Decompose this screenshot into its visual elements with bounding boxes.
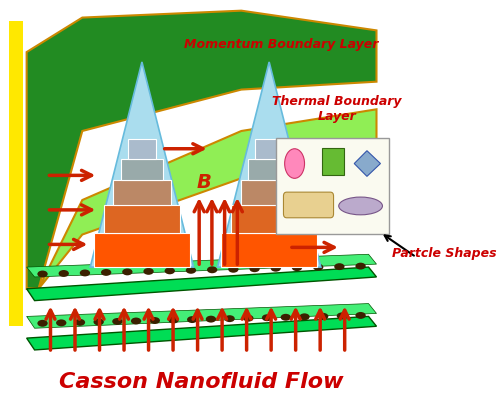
Ellipse shape (187, 316, 198, 323)
Polygon shape (114, 180, 170, 205)
Ellipse shape (336, 312, 347, 319)
Ellipse shape (228, 266, 238, 273)
Polygon shape (104, 205, 180, 233)
Ellipse shape (356, 312, 366, 319)
Ellipse shape (313, 264, 324, 271)
Ellipse shape (75, 319, 85, 326)
Ellipse shape (164, 267, 175, 274)
Ellipse shape (56, 320, 66, 326)
Ellipse shape (80, 269, 90, 276)
Ellipse shape (112, 318, 122, 325)
Polygon shape (26, 109, 376, 289)
FancyBboxPatch shape (276, 138, 389, 234)
Ellipse shape (38, 320, 48, 327)
Polygon shape (26, 267, 376, 301)
Ellipse shape (58, 270, 69, 277)
Text: Partcle Shapes: Partcle Shapes (392, 247, 497, 260)
Ellipse shape (300, 314, 310, 320)
Polygon shape (240, 180, 298, 205)
Ellipse shape (270, 265, 281, 271)
Polygon shape (26, 11, 376, 289)
Ellipse shape (101, 269, 112, 276)
Ellipse shape (292, 264, 302, 271)
Text: Casson Nanofluid Flow: Casson Nanofluid Flow (60, 372, 344, 392)
Polygon shape (354, 151, 380, 177)
Ellipse shape (38, 271, 48, 278)
Text: B: B (197, 173, 212, 192)
Polygon shape (26, 254, 376, 277)
Polygon shape (94, 233, 190, 267)
Ellipse shape (356, 263, 366, 269)
Bar (9, 21, 24, 326)
Polygon shape (90, 62, 194, 267)
Ellipse shape (250, 265, 260, 272)
Ellipse shape (280, 314, 291, 321)
Polygon shape (128, 139, 156, 159)
Ellipse shape (144, 268, 154, 275)
Ellipse shape (186, 267, 196, 274)
Ellipse shape (318, 313, 328, 320)
Ellipse shape (284, 149, 304, 178)
Ellipse shape (122, 268, 132, 276)
Ellipse shape (243, 315, 254, 322)
Ellipse shape (94, 318, 104, 325)
Polygon shape (248, 159, 290, 180)
Polygon shape (26, 303, 376, 328)
Polygon shape (218, 62, 321, 267)
Ellipse shape (224, 315, 235, 322)
Ellipse shape (334, 263, 344, 270)
FancyBboxPatch shape (322, 148, 344, 175)
Ellipse shape (131, 318, 141, 324)
Ellipse shape (262, 314, 272, 321)
Polygon shape (26, 316, 376, 350)
Ellipse shape (338, 197, 382, 215)
Text: Thermal Boundary
Layer: Thermal Boundary Layer (272, 95, 402, 123)
Polygon shape (122, 159, 162, 180)
Ellipse shape (150, 317, 160, 324)
Text: Momentum Boundary Layer: Momentum Boundary Layer (184, 38, 378, 50)
Polygon shape (255, 139, 283, 159)
Polygon shape (222, 233, 317, 267)
Ellipse shape (206, 316, 216, 322)
Polygon shape (232, 205, 307, 233)
Ellipse shape (168, 317, 178, 324)
FancyBboxPatch shape (284, 192, 334, 218)
Ellipse shape (207, 266, 218, 273)
